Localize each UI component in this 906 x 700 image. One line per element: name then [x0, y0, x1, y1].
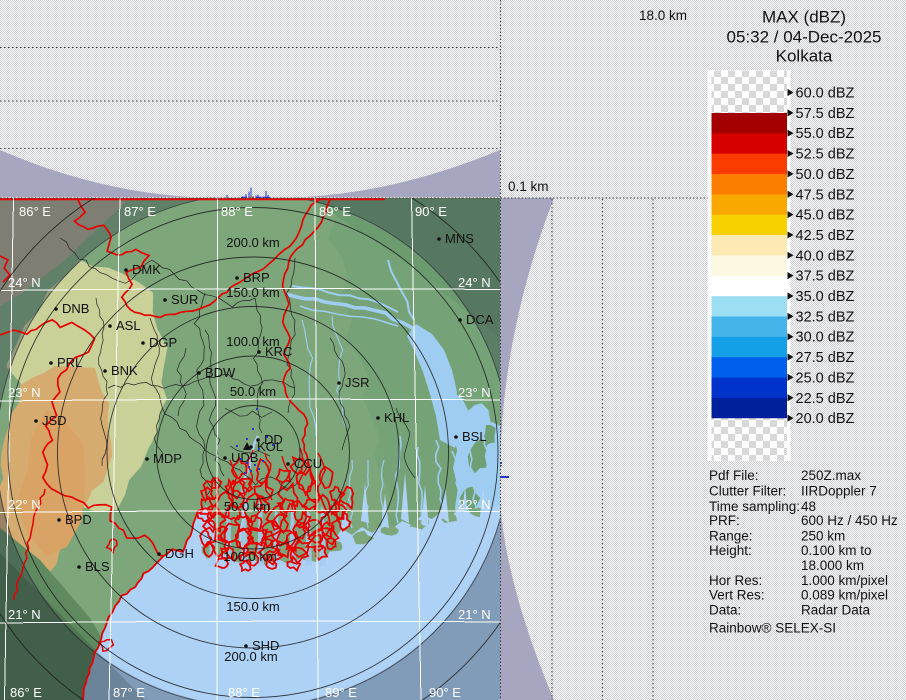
svg-text:48: 48	[801, 499, 816, 514]
svg-text:BDW: BDW	[205, 365, 236, 380]
svg-text:89° E: 89° E	[325, 685, 357, 700]
svg-text:18.0 km: 18.0 km	[639, 8, 687, 23]
svg-text:25.0 dBZ: 25.0 dBZ	[796, 370, 855, 386]
svg-text:ASL: ASL	[116, 318, 141, 333]
svg-text:100.0 km: 100.0 km	[223, 549, 276, 564]
svg-text:200.0 km: 200.0 km	[226, 235, 279, 250]
svg-text:Data:: Data:	[709, 603, 741, 618]
svg-text:UDB: UDB	[231, 450, 258, 465]
svg-text:30.0 dBZ: 30.0 dBZ	[796, 330, 855, 346]
svg-text:250 km: 250 km	[801, 529, 845, 544]
svg-text:35.0 dBZ: 35.0 dBZ	[796, 289, 855, 305]
svg-text:88° E: 88° E	[228, 685, 260, 700]
svg-text:0.1 km: 0.1 km	[508, 179, 549, 194]
svg-text:BNK: BNK	[111, 363, 138, 378]
svg-text:22° N: 22° N	[8, 497, 41, 512]
svg-text:90° E: 90° E	[429, 685, 461, 700]
svg-text:Rainbow® SELEX-SI: Rainbow® SELEX-SI	[709, 621, 836, 636]
svg-text:24° N: 24° N	[8, 275, 41, 290]
svg-text:150.0 km: 150.0 km	[226, 599, 279, 614]
svg-text:1.000 km/pixel: 1.000 km/pixel	[801, 573, 888, 588]
svg-text:JSD: JSD	[42, 413, 67, 428]
svg-text:MDP: MDP	[153, 451, 182, 466]
svg-text:27.5 dBZ: 27.5 dBZ	[796, 350, 855, 366]
svg-text:57.5 dBZ: 57.5 dBZ	[796, 106, 855, 122]
svg-text:89° E: 89° E	[319, 204, 351, 219]
svg-text:DCA: DCA	[466, 312, 494, 327]
svg-text:87° E: 87° E	[124, 204, 156, 219]
svg-text:90° E: 90° E	[415, 204, 447, 219]
svg-text:KOL: KOL	[257, 439, 283, 454]
svg-text:Radar Data: Radar Data	[801, 603, 871, 618]
svg-text:50.0 km: 50.0 km	[230, 384, 276, 399]
svg-text:MAX (dBZ): MAX (dBZ)	[762, 8, 846, 27]
svg-text:100.0 km: 100.0 km	[226, 334, 279, 349]
svg-text:50.0 km: 50.0 km	[224, 499, 270, 514]
svg-text:Clutter Filter:: Clutter Filter:	[709, 484, 786, 499]
svg-text:BRP: BRP	[243, 270, 270, 285]
svg-text:55.0 dBZ: 55.0 dBZ	[796, 126, 855, 142]
svg-text:42.5 dBZ: 42.5 dBZ	[796, 228, 855, 244]
svg-text:40.0 dBZ: 40.0 dBZ	[796, 248, 855, 264]
svg-text:CCU: CCU	[294, 456, 322, 471]
svg-text:600 Hz / 450 Hz: 600 Hz / 450 Hz	[801, 513, 898, 528]
svg-text:32.5 dBZ: 32.5 dBZ	[796, 309, 855, 325]
svg-text:88° E: 88° E	[221, 204, 253, 219]
svg-text:DD: DD	[264, 432, 283, 447]
svg-text:SHD: SHD	[252, 638, 279, 653]
svg-text:18.000 km: 18.000 km	[801, 558, 864, 573]
svg-text:0.089 km/pixel: 0.089 km/pixel	[801, 588, 888, 603]
svg-text:BLS: BLS	[85, 559, 110, 574]
svg-text:50.0 dBZ: 50.0 dBZ	[796, 167, 855, 183]
svg-text:87° E: 87° E	[113, 685, 145, 700]
svg-text:05:32 / 04-Dec-2025: 05:32 / 04-Dec-2025	[727, 28, 882, 47]
svg-text:MNS: MNS	[445, 231, 474, 246]
svg-text:21° N: 21° N	[458, 607, 491, 622]
svg-text:DGP: DGP	[149, 335, 177, 350]
svg-text:JSR: JSR	[345, 375, 370, 390]
svg-text:47.5 dBZ: 47.5 dBZ	[796, 187, 855, 203]
svg-text:PRL: PRL	[57, 355, 82, 370]
svg-text:Vert Res:: Vert Res:	[709, 588, 765, 603]
svg-text:Hor Res:: Hor Res:	[709, 573, 762, 588]
svg-text:24° N: 24° N	[458, 275, 491, 290]
svg-text:37.5 dBZ: 37.5 dBZ	[796, 269, 855, 285]
svg-text:PRF:: PRF:	[709, 513, 740, 528]
svg-text:SUR: SUR	[171, 292, 198, 307]
svg-text:BPD: BPD	[65, 512, 92, 527]
svg-text:DNB: DNB	[62, 301, 89, 316]
svg-text:BSL: BSL	[462, 429, 487, 444]
svg-text:DGH: DGH	[165, 546, 194, 561]
svg-text:45.0 dBZ: 45.0 dBZ	[796, 208, 855, 224]
svg-text:86° E: 86° E	[10, 685, 42, 700]
svg-text:0.100 km to: 0.100 km to	[801, 543, 872, 558]
svg-text:KHL: KHL	[384, 410, 409, 425]
svg-text:60.0 dBZ: 60.0 dBZ	[796, 86, 855, 102]
svg-text:150.0 km: 150.0 km	[226, 285, 279, 300]
svg-text:21° N: 21° N	[8, 607, 41, 622]
svg-text:250Z.max: 250Z.max	[801, 468, 861, 483]
svg-text:52.5 dBZ: 52.5 dBZ	[796, 147, 855, 163]
svg-text:Range:: Range:	[709, 529, 753, 544]
svg-text:DMK: DMK	[132, 262, 161, 277]
svg-text:KRC: KRC	[265, 344, 292, 359]
svg-text:20.0 dBZ: 20.0 dBZ	[796, 411, 855, 427]
svg-text:IIRDoppler 7: IIRDoppler 7	[801, 484, 877, 499]
svg-text:22.5 dBZ: 22.5 dBZ	[796, 391, 855, 407]
svg-text:86° E: 86° E	[19, 204, 51, 219]
svg-text:Pdf File:: Pdf File:	[709, 468, 759, 483]
svg-text:Time sampling:: Time sampling:	[709, 499, 800, 514]
svg-text:Kolkata: Kolkata	[776, 47, 833, 66]
svg-text:23° N: 23° N	[458, 385, 491, 400]
svg-text:22° N: 22° N	[458, 497, 491, 512]
svg-text:Height:: Height:	[709, 543, 752, 558]
svg-text:23° N: 23° N	[8, 385, 41, 400]
svg-text:200.0 km: 200.0 km	[224, 649, 277, 664]
